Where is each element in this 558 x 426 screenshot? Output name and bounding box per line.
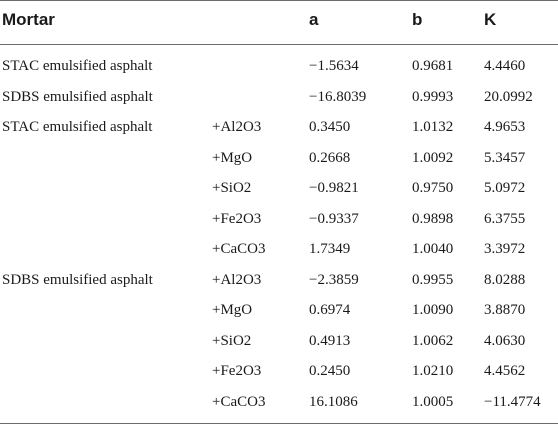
cell-a: −2.3859	[309, 271, 359, 288]
cell-a: 0.6974	[309, 302, 351, 318]
cell-a: −0.9337	[309, 210, 359, 227]
header-mortar: Mortar	[2, 10, 55, 29]
cell-b: 1.0062	[412, 332, 454, 349]
table-row: +MgO 0.6974 1.0090 3.8870	[0, 295, 558, 326]
cell-b: 0.9750	[412, 180, 454, 196]
table-row: STAC emulsified asphalt −1.5634 0.9681 4…	[0, 51, 558, 82]
cell-additive: +SiO2	[212, 180, 252, 196]
table-body: STAC emulsified asphalt −1.5634 0.9681 4…	[0, 51, 558, 417]
cell-k: 6.3755	[484, 210, 526, 227]
bottom-rule	[0, 423, 558, 424]
table-header: Mortar a b K	[0, 0, 558, 44]
cell-a: 0.3450	[309, 119, 351, 135]
cell-additive: +Al2O3	[212, 119, 262, 135]
table-row: +SiO2 −0.9821 0.9750 5.0972	[0, 173, 558, 204]
table-row: +Fe2O3 −0.9337 0.9898 6.3755	[0, 204, 558, 235]
table-row: STAC emulsified asphalt +Al2O3 0.3450 1.…	[0, 112, 558, 143]
cell-additive: +CaCO3	[212, 241, 266, 257]
cell-a: 16.1086	[309, 393, 358, 410]
cell-mortar: SDBS emulsified asphalt	[2, 88, 153, 105]
header-a: a	[309, 10, 319, 29]
table-row: +SiO2 0.4913 1.0062 4.0630	[0, 326, 558, 357]
cell-k: 3.8870	[484, 302, 526, 318]
cell-mortar: STAC emulsified asphalt	[2, 119, 153, 135]
cell-additive: +Fe2O3	[212, 363, 262, 379]
cell-mortar: SDBS emulsified asphalt	[2, 271, 153, 288]
cell-b: 1.0040	[412, 241, 454, 257]
cell-a: 0.4913	[309, 332, 351, 349]
cell-a: 1.7349	[309, 241, 351, 257]
cell-a: −16.8039	[309, 88, 367, 105]
cell-additive: +CaCO3	[212, 393, 266, 410]
table-row: +CaCO3 1.7349 1.0040 3.3972	[0, 234, 558, 265]
cell-additive: +MgO	[212, 302, 253, 318]
cell-b: 1.0132	[412, 119, 454, 135]
cell-a: −0.9821	[309, 180, 359, 196]
cell-k: −11.4774	[484, 393, 541, 410]
cell-k: 5.0972	[484, 180, 526, 196]
cell-mortar: STAC emulsified asphalt	[2, 58, 153, 74]
cell-b: 0.9955	[412, 271, 454, 288]
cell-b: 1.0005	[412, 393, 454, 410]
cell-k: 4.4562	[484, 363, 526, 379]
cell-k: 4.9653	[484, 119, 526, 135]
cell-a: 0.2668	[309, 149, 351, 166]
header-k: K	[484, 10, 497, 29]
header-b: b	[412, 10, 423, 29]
cell-k: 8.0288	[484, 271, 526, 288]
cell-k: 20.0992	[484, 88, 533, 105]
cell-additive: +Fe2O3	[212, 210, 262, 227]
cell-a: −1.5634	[309, 58, 359, 74]
cell-b: 0.9681	[412, 58, 454, 74]
cell-k: 4.4460	[484, 58, 526, 74]
cell-b: 1.0090	[412, 302, 454, 318]
table-row: +Fe2O3 0.2450 1.0210 4.4562	[0, 356, 558, 387]
cell-k: 5.3457	[484, 149, 526, 166]
cell-b: 1.0210	[412, 363, 454, 379]
table-row: SDBS emulsified asphalt +Al2O3 −2.3859 0…	[0, 265, 558, 296]
cell-b: 1.0092	[412, 149, 454, 166]
header-rule	[0, 44, 558, 45]
cell-a: 0.2450	[309, 363, 351, 379]
top-rule	[0, 0, 558, 1]
cell-additive: +MgO	[212, 149, 253, 166]
cell-additive: +SiO2	[212, 332, 252, 349]
cell-b: 0.9993	[412, 88, 454, 105]
table-row: +MgO 0.2668 1.0092 5.3457	[0, 143, 558, 174]
table-row: +CaCO3 16.1086 1.0005 −11.4774	[0, 387, 558, 418]
table-row: SDBS emulsified asphalt −16.8039 0.9993 …	[0, 82, 558, 113]
cell-k: 3.3972	[484, 241, 526, 257]
cell-k: 4.0630	[484, 332, 526, 349]
cell-b: 0.9898	[412, 210, 454, 227]
cell-additive: +Al2O3	[212, 271, 262, 288]
